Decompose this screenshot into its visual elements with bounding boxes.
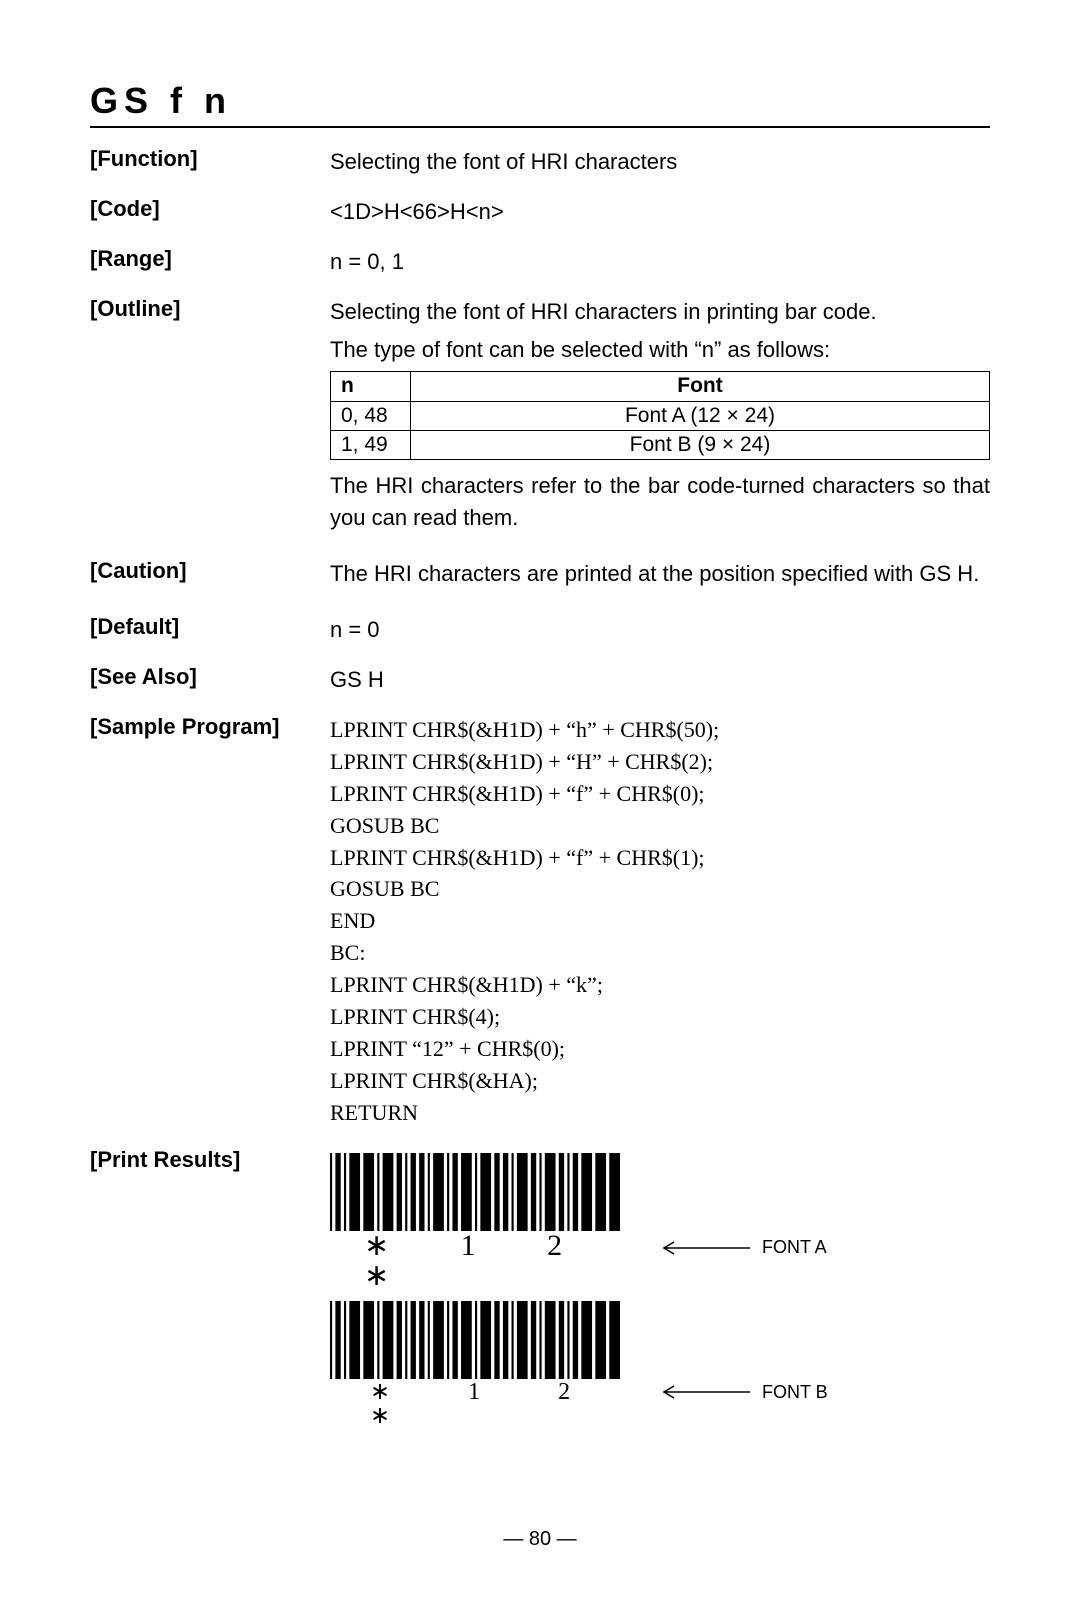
content-range: n = 0, 1 (330, 246, 990, 278)
row-code: [Code] <1D>H<66>H<n> (90, 196, 990, 228)
table-row: 0, 48 Font A (12 × 24) (331, 401, 990, 430)
code-line: LPRINT CHR$(4); (330, 1001, 990, 1033)
th-n: n (331, 372, 411, 401)
code-line: GOSUB BC (330, 873, 990, 905)
font-b-label: FONT B (762, 1379, 828, 1405)
outline-line2: The type of font can be selected with “n… (330, 334, 990, 366)
label-outline: [Outline] (90, 296, 330, 322)
command-title: GS f n (90, 80, 990, 122)
result-font-a: ∗ 1 2 ∗ FONT A (330, 1153, 990, 1291)
code-line: LPRINT “12” + CHR$(0); (330, 1033, 990, 1065)
row-range: [Range] n = 0, 1 (90, 246, 990, 278)
table-header-row: n Font (331, 372, 990, 401)
label-caution: [Caution] (90, 558, 330, 584)
font-a-label: FONT A (762, 1234, 827, 1260)
content-caution: The HRI characters are printed at the po… (330, 558, 990, 596)
label-sample: [Sample Program] (90, 714, 330, 740)
hri-chars-b: ∗ 1 2 ∗ (330, 1380, 620, 1428)
code-line: END (330, 905, 990, 937)
code-line: LPRINT CHR$(&H1D) + “h” + CHR$(50); (330, 714, 990, 746)
label-print-results: [Print Results] (90, 1147, 330, 1173)
print-results-area: ∗ 1 2 ∗ FONT A ∗ 1 2 ∗ (330, 1147, 990, 1438)
page-number: — 80 — (90, 1528, 990, 1551)
row-outline: [Outline] Selecting the font of HRI char… (90, 296, 990, 541)
content-default: n = 0 (330, 614, 990, 646)
content-function: Selecting the font of HRI characters (330, 146, 990, 178)
barcode-b-icon (330, 1301, 620, 1379)
code-line: RETURN (330, 1097, 990, 1129)
font-table: n Font 0, 48 Font A (12 × 24) 1, 49 Font… (330, 371, 990, 460)
td-n: 1, 49 (331, 431, 411, 460)
code-line: LPRINT CHR$(&HA); (330, 1065, 990, 1097)
td-n: 0, 48 (331, 401, 411, 430)
code-line: LPRINT CHR$(&H1D) + “H” + CHR$(2); (330, 746, 990, 778)
barcode-a-icon (330, 1153, 620, 1231)
arrow-left-icon (660, 1385, 750, 1399)
outline-line1: Selecting the font of HRI characters in … (330, 296, 990, 328)
label-code: [Code] (90, 196, 330, 222)
title-rule (90, 126, 990, 128)
caution-text: The HRI characters are printed at the po… (330, 558, 990, 590)
content-seealso: GS H (330, 664, 990, 696)
label-seealso: [See Also] (90, 664, 330, 690)
label-default: [Default] (90, 614, 330, 640)
content-code: <1D>H<66>H<n> (330, 196, 990, 228)
content-outline: Selecting the font of HRI characters in … (330, 296, 990, 541)
row-print-results: [Print Results] ∗ 1 2 ∗ FONT A (90, 1147, 990, 1438)
outline-note: The HRI characters refer to the bar code… (330, 470, 990, 534)
hri-chars-a: ∗ 1 2 ∗ (330, 1231, 620, 1291)
code-line: LPRINT CHR$(&H1D) + “f” + CHR$(1); (330, 842, 990, 874)
row-function: [Function] Selecting the font of HRI cha… (90, 146, 990, 178)
arrow-label-b: FONT B (660, 1379, 828, 1405)
code-line: GOSUB BC (330, 810, 990, 842)
row-caution: [Caution] The HRI characters are printed… (90, 558, 990, 596)
row-seealso: [See Also] GS H (90, 664, 990, 696)
label-range: [Range] (90, 246, 330, 272)
code-line: BC: (330, 937, 990, 969)
arrow-left-icon (660, 1241, 750, 1255)
arrow-label-a: FONT A (660, 1234, 827, 1260)
row-default: [Default] n = 0 (90, 614, 990, 646)
result-font-b: ∗ 1 2 ∗ FONT B (330, 1301, 990, 1428)
table-row: 1, 49 Font B (9 × 24) (331, 431, 990, 460)
td-font: Font A (12 × 24) (411, 401, 990, 430)
label-function: [Function] (90, 146, 330, 172)
td-font: Font B (9 × 24) (411, 431, 990, 460)
code-line: LPRINT CHR$(&H1D) + “f” + CHR$(0); (330, 778, 990, 810)
sample-code: LPRINT CHR$(&H1D) + “h” + CHR$(50);LPRIN… (330, 714, 990, 1129)
code-line: LPRINT CHR$(&H1D) + “k”; (330, 969, 990, 1001)
row-sample: [Sample Program] LPRINT CHR$(&H1D) + “h”… (90, 714, 990, 1129)
th-font: Font (411, 372, 990, 401)
